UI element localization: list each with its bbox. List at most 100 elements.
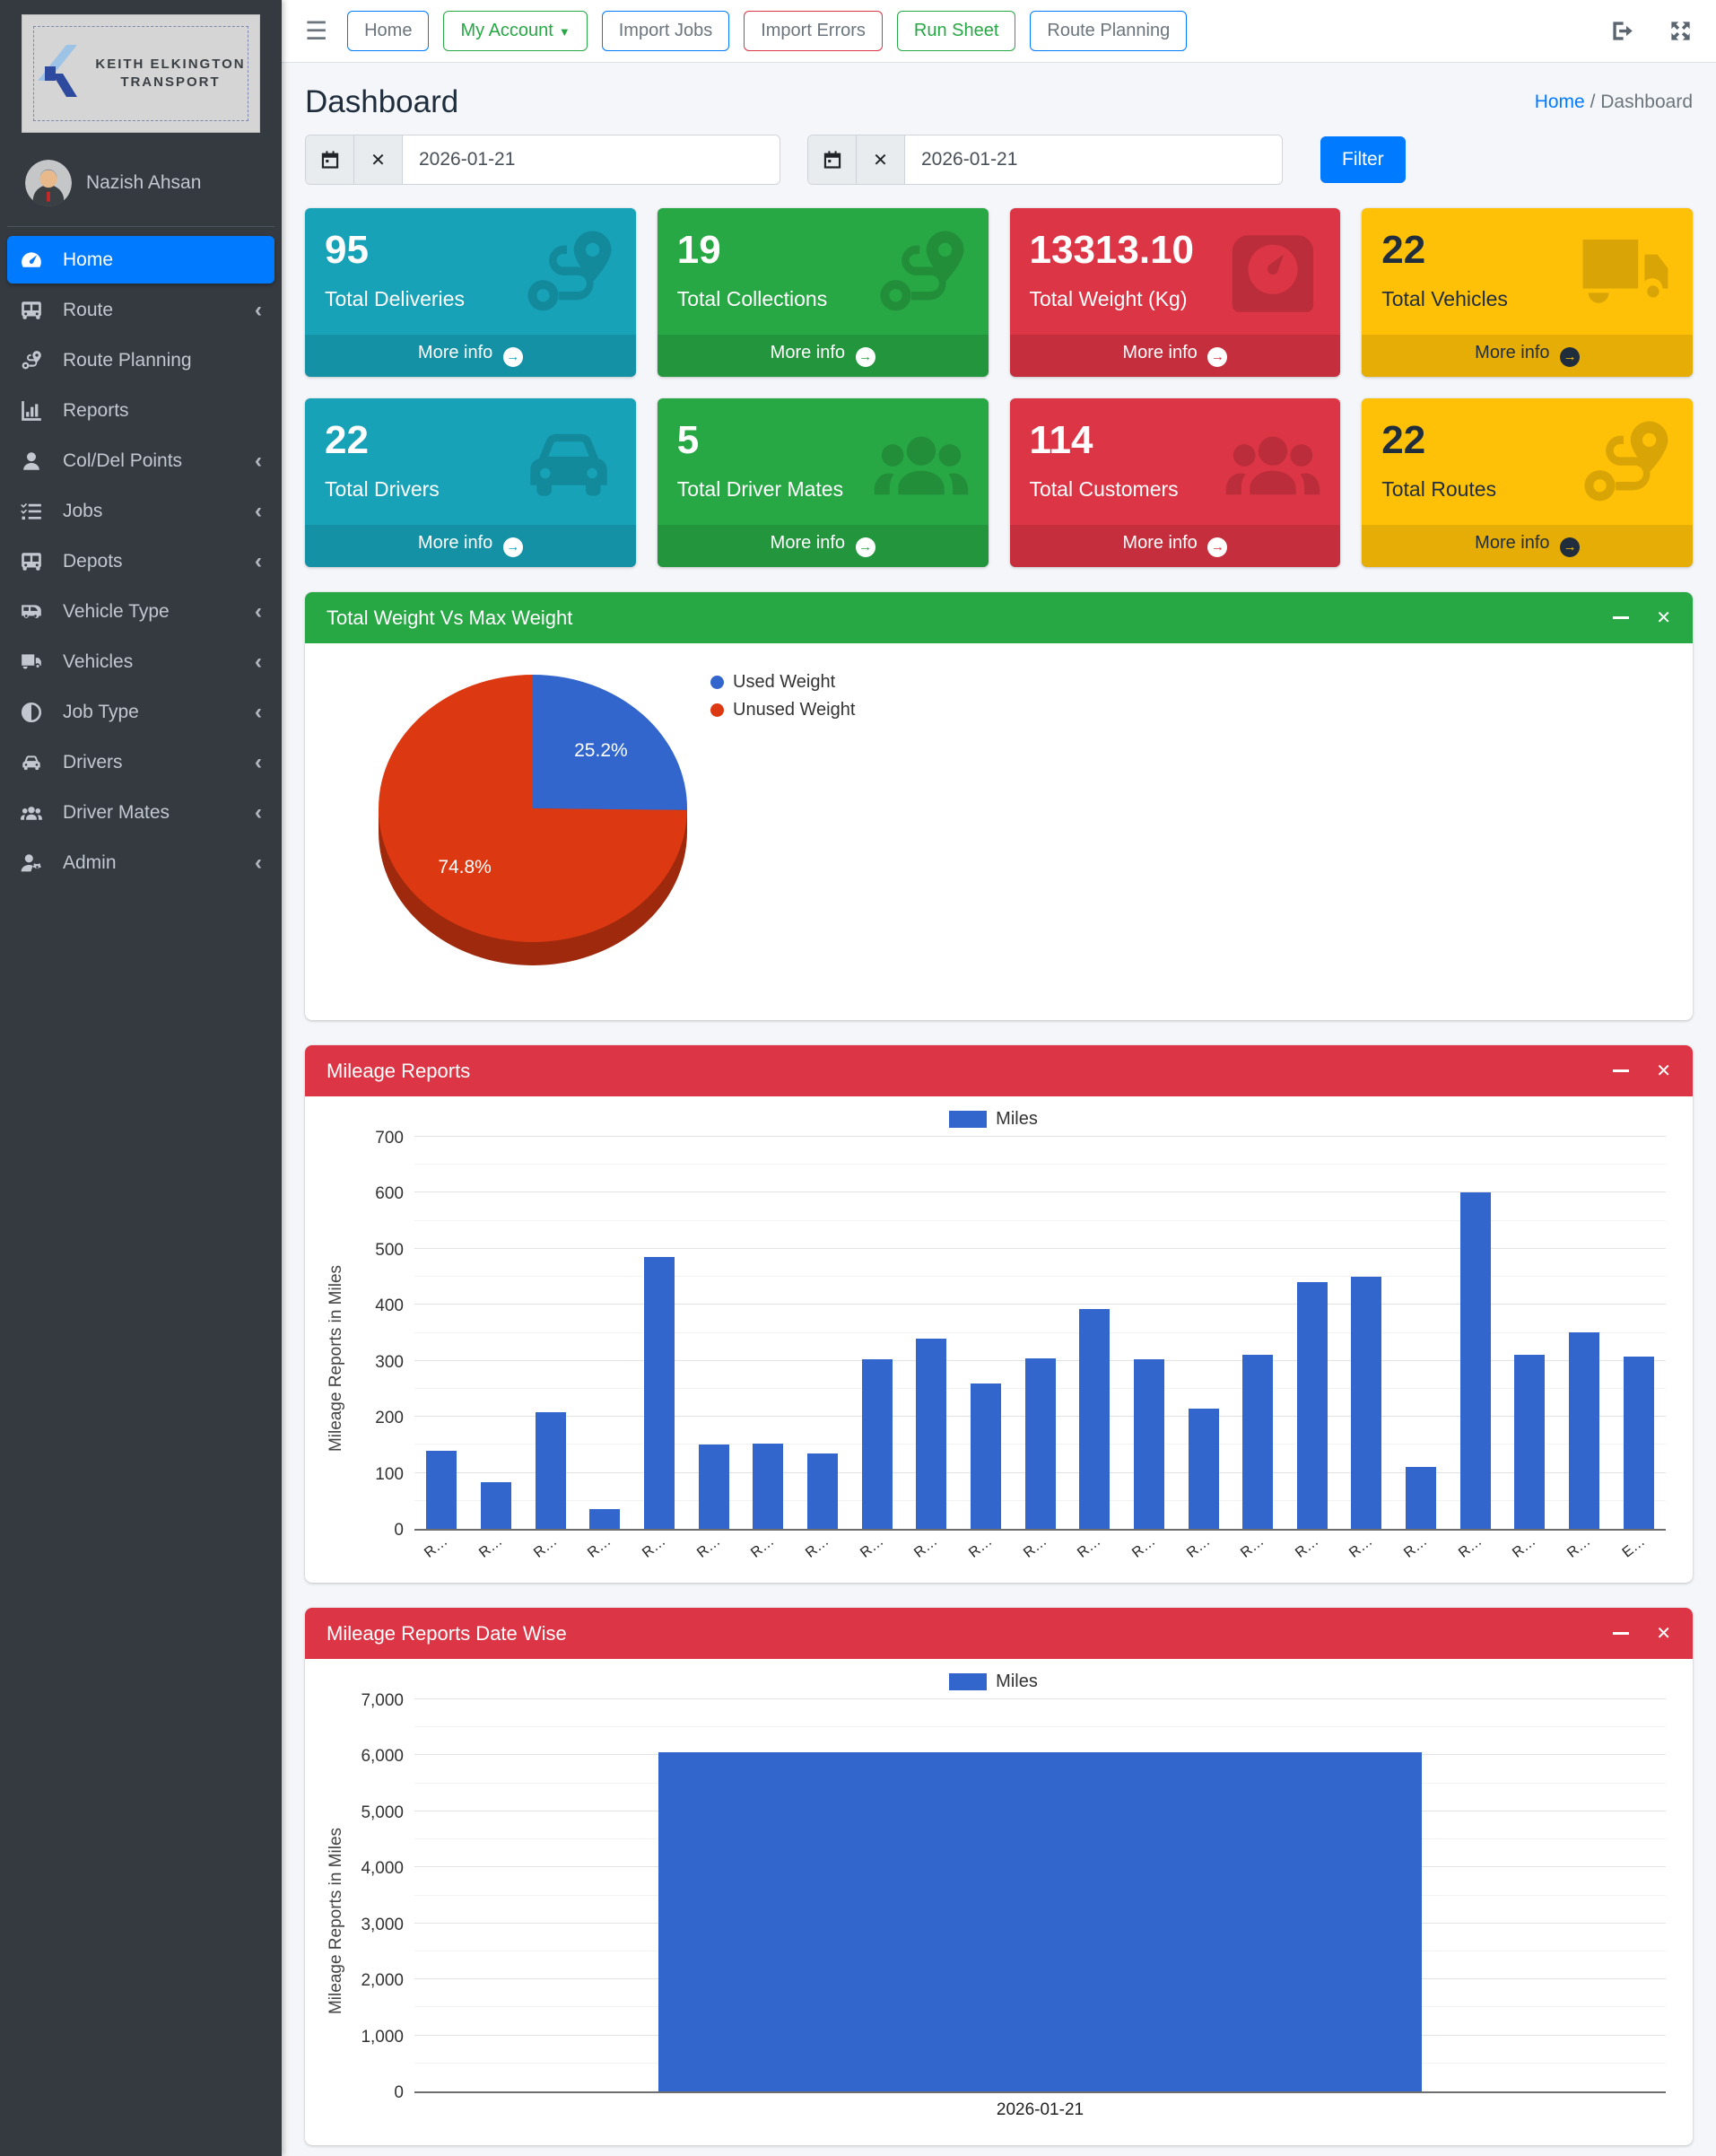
- y-tick-label: 0: [394, 1521, 404, 1540]
- van-icon: [20, 600, 48, 624]
- y-axis-title: Mileage Reports in Miles: [327, 1827, 345, 2014]
- bar[interactable]: [658, 1752, 1422, 2091]
- bar[interactable]: [1296, 1282, 1328, 1529]
- weight-panel: Total Weight Vs Max Weight ✕ 25.2% 74.8% …: [305, 592, 1693, 1020]
- close-icon[interactable]: ✕: [1656, 1061, 1671, 1081]
- bar[interactable]: [1569, 1331, 1600, 1529]
- sidebar-item-route[interactable]: Route ‹: [7, 286, 274, 334]
- y-tick-label: 700: [375, 1129, 404, 1148]
- breadcrumb-home-link[interactable]: Home: [1534, 92, 1585, 112]
- bar[interactable]: [1188, 1408, 1219, 1529]
- collapse-icon[interactable]: [1613, 1069, 1630, 1072]
- bar[interactable]: [480, 1482, 511, 1529]
- bar[interactable]: [1242, 1355, 1274, 1529]
- truck-icon: [1574, 223, 1677, 329]
- sidebar-item-reports[interactable]: Reports: [7, 387, 274, 434]
- collapse-icon[interactable]: [1613, 1632, 1630, 1635]
- pie-legend-item: Used Weight: [710, 672, 855, 693]
- breadcrumb: Home / Dashboard: [1534, 92, 1693, 112]
- chevron-left-icon: ‹: [255, 498, 262, 523]
- stat-label: Total Vehicles: [1381, 287, 1508, 310]
- date-from-input[interactable]: [403, 135, 780, 184]
- route-icon: [1574, 413, 1677, 519]
- bus-icon: [20, 550, 48, 573]
- topnav-button-my-account[interactable]: My Account ▼: [443, 11, 588, 51]
- clear-date-icon[interactable]: ✕: [354, 135, 403, 184]
- bar[interactable]: [1514, 1355, 1546, 1529]
- y-tick-label: 1,000: [361, 2027, 404, 2047]
- bar[interactable]: [426, 1450, 457, 1529]
- more-info-link[interactable]: More info →: [1009, 525, 1341, 567]
- sidebar-item-home[interactable]: Home: [7, 236, 274, 284]
- sidebar-item-route-planning[interactable]: Route Planning: [7, 336, 274, 384]
- svg-text:74.8%: 74.8%: [438, 857, 492, 877]
- user-gear-icon: [20, 851, 48, 875]
- bar[interactable]: [1623, 1357, 1654, 1529]
- sidebar-item-job-type[interactable]: Job Type ‹: [7, 688, 274, 736]
- date-to-group: ✕: [807, 135, 1283, 185]
- topnav-button-import-errors[interactable]: Import Errors: [744, 11, 883, 51]
- car-icon: [20, 751, 48, 774]
- filter-button[interactable]: Filter: [1320, 136, 1406, 183]
- bar[interactable]: [589, 1509, 621, 1529]
- sidebar-item-admin[interactable]: Admin ‹: [7, 839, 274, 886]
- collapse-icon[interactable]: [1613, 616, 1630, 619]
- bar[interactable]: [1079, 1308, 1111, 1529]
- pie-chart: 25.2% 74.8%: [379, 675, 688, 965]
- bar[interactable]: [861, 1359, 893, 1529]
- sidebar-item-driver-mates[interactable]: Driver Mates ‹: [7, 789, 274, 836]
- bar[interactable]: [1024, 1357, 1056, 1529]
- sidebar-item-jobs[interactable]: Jobs ‹: [7, 487, 274, 535]
- bar[interactable]: [753, 1444, 784, 1529]
- sidebar-item-col-del-points[interactable]: Col/Del Points ‹: [7, 437, 274, 484]
- bar[interactable]: [916, 1338, 947, 1529]
- bar[interactable]: [1133, 1359, 1164, 1529]
- sidebar-item-label: Vehicles: [63, 650, 134, 672]
- topnav-button-import-jobs[interactable]: Import Jobs: [601, 11, 730, 51]
- clear-date-icon[interactable]: ✕: [857, 135, 905, 184]
- bus-icon: [20, 299, 48, 322]
- fullscreen-icon[interactable]: [1668, 19, 1693, 43]
- sidebar-item-label: Home: [63, 249, 114, 270]
- user-name[interactable]: Nazish Ahsan: [86, 172, 202, 193]
- date-to-input[interactable]: [905, 135, 1282, 184]
- menu-toggle-icon[interactable]: ☰: [305, 17, 328, 45]
- bar[interactable]: [1351, 1277, 1382, 1529]
- avatar[interactable]: [25, 160, 72, 206]
- topnav-button-route-planning[interactable]: Route Planning: [1030, 11, 1188, 51]
- sidebar-item-vehicle-type[interactable]: Vehicle Type ‹: [7, 588, 274, 635]
- more-info-link[interactable]: More info →: [1362, 525, 1693, 567]
- x-tick-label: R…: [476, 1533, 506, 1561]
- sidebar-item-drivers[interactable]: Drivers ‹: [7, 738, 274, 786]
- sidebar-item-depots[interactable]: Depots ‹: [7, 537, 274, 585]
- x-tick-label: R…: [1401, 1533, 1431, 1561]
- users-icon: [1222, 413, 1324, 519]
- close-icon[interactable]: ✕: [1656, 608, 1671, 628]
- x-tick-label: E…: [1619, 1533, 1648, 1561]
- more-info-link[interactable]: More info →: [1362, 335, 1693, 377]
- panel-title: Mileage Reports: [327, 1059, 471, 1082]
- brand-k-icon: [38, 45, 78, 97]
- bar[interactable]: [535, 1412, 566, 1529]
- more-info-link[interactable]: More info →: [305, 335, 636, 377]
- more-info-link[interactable]: More info →: [657, 525, 989, 567]
- sidebar-item-vehicles[interactable]: Vehicles ‹: [7, 638, 274, 685]
- topnav-button-run-sheet[interactable]: Run Sheet: [896, 11, 1016, 51]
- legend-swatch: [949, 1111, 988, 1128]
- more-info-link[interactable]: More info →: [1009, 335, 1341, 377]
- logout-icon[interactable]: [1610, 19, 1634, 43]
- bar[interactable]: [698, 1445, 729, 1529]
- calendar-icon[interactable]: [306, 135, 354, 184]
- topnav-button-home[interactable]: Home: [347, 11, 430, 51]
- more-info-link[interactable]: More info →: [305, 525, 636, 567]
- bar[interactable]: [1459, 1192, 1491, 1529]
- sidebar-item-label: Col/Del Points: [63, 450, 183, 471]
- bar[interactable]: [1406, 1467, 1437, 1529]
- bar[interactable]: [970, 1383, 1001, 1529]
- stat-card-total-routes: 22 Total Routes More info →: [1362, 398, 1693, 567]
- bar[interactable]: [806, 1453, 838, 1529]
- calendar-icon[interactable]: [808, 135, 857, 184]
- bar[interactable]: [643, 1257, 675, 1529]
- more-info-link[interactable]: More info →: [657, 335, 989, 377]
- close-icon[interactable]: ✕: [1656, 1624, 1671, 1644]
